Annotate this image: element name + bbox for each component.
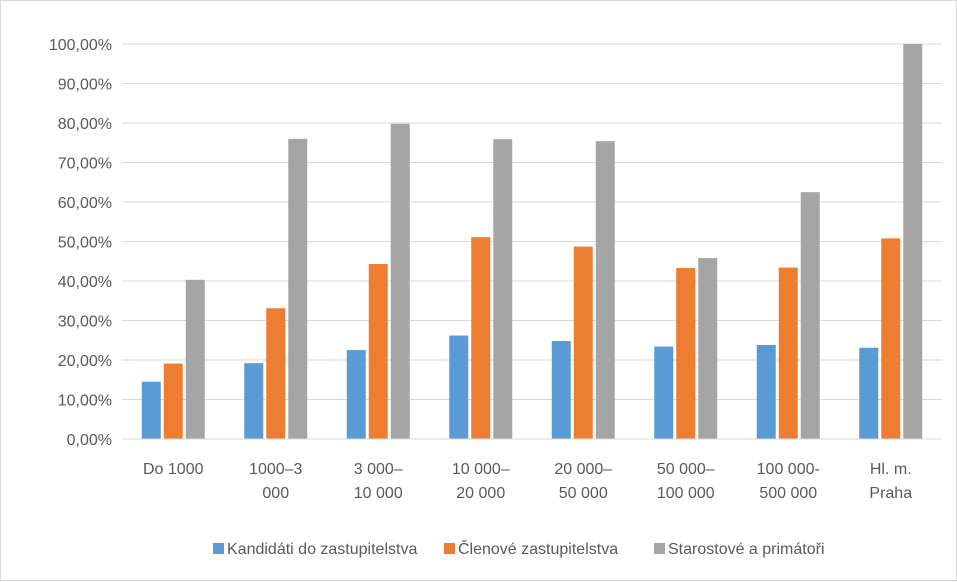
x-tick-label: 10 000– [452,461,510,478]
bar [881,238,901,439]
bar [595,141,615,440]
bar [288,138,308,440]
x-tick-label: 3 000– [354,461,403,478]
legend-swatch [444,543,455,554]
x-tick-label: 20 000– [554,461,612,478]
bar [676,267,696,439]
y-tick-label: 70,00% [58,156,112,173]
bar [471,237,491,439]
bar [266,308,286,439]
x-tick-label: 100 000- [757,461,820,478]
bar [141,381,161,439]
bar [698,258,718,439]
legend-label: Starostové a primátoři [668,541,825,558]
x-tick-label: Do 1000 [143,461,204,478]
bar [185,279,205,439]
y-tick-label: 60,00% [58,195,112,212]
x-tick-label: 20 000 [456,485,505,502]
x-tick-label: 1000–3 [249,461,302,478]
x-tick-label: 10 000 [354,485,403,502]
y-tick-label: 0,00% [67,432,112,449]
x-tick-label: Praha [869,485,912,502]
y-tick-label: 100,00% [49,37,112,54]
y-tick-label: 20,00% [58,353,112,370]
bar [163,363,183,439]
bar [859,347,879,439]
legend-swatch [654,543,665,554]
y-tick-label: 40,00% [58,274,112,291]
y-tick-label: 10,00% [58,393,112,410]
y-tick-label: 50,00% [58,235,112,252]
bar [449,335,469,439]
legend-swatch [213,543,224,554]
bar [346,350,366,439]
bar [244,363,264,439]
x-tick-label: 500 000 [759,485,817,502]
bar [800,192,820,439]
bar [573,246,593,439]
y-tick-label: 80,00% [58,116,112,133]
bar [390,123,410,439]
bar [778,267,798,439]
bar [654,346,674,439]
bar [493,139,513,439]
x-tick-label: Hl. m. [870,461,912,478]
x-tick-label: 000 [262,485,289,502]
legend-label: Členové zastupitelstva [458,539,618,558]
legend-label: Kandidáti do zastupitelstva [227,541,417,558]
bar [756,344,776,439]
x-tick-label: 50 000 [559,485,608,502]
x-tick-label: 100 000 [657,485,715,502]
bar [551,341,571,439]
bar [368,264,388,439]
bar [903,44,923,439]
x-tick-label: 50 000– [657,461,715,478]
y-tick-label: 90,00% [58,77,112,94]
y-tick-label: 30,00% [58,314,112,331]
